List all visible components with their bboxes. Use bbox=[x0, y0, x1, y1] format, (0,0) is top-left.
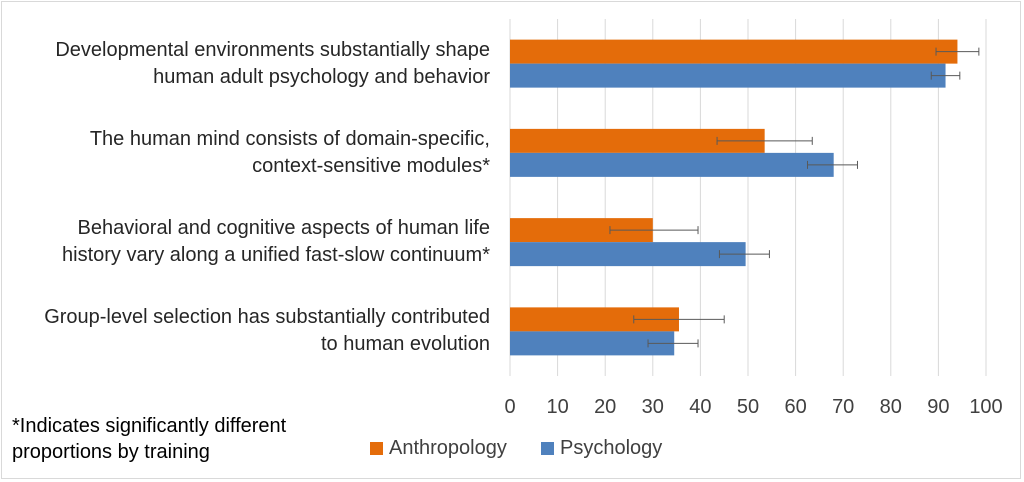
category-label-line: Group-level selection has substantially … bbox=[44, 306, 490, 329]
x-tick-label-70: 70 bbox=[832, 396, 855, 418]
category-label-4: Group-level selection has substantially … bbox=[0, 304, 490, 358]
bar-anthropology-1 bbox=[510, 39, 958, 64]
x-tick-label-0: 0 bbox=[504, 396, 516, 418]
error-bar-psychology-3 bbox=[718, 250, 770, 259]
bar-psychology-4 bbox=[510, 331, 675, 356]
x-tick-label-90: 90 bbox=[927, 396, 950, 418]
category-label-line: Developmental environments substantially… bbox=[55, 38, 490, 61]
legend-item-anthropology: Anthropology bbox=[370, 437, 507, 460]
legend-swatch-psychology bbox=[541, 442, 554, 455]
x-tick-label-30: 30 bbox=[641, 396, 664, 418]
category-label-line: Behavioral and cognitive aspects of huma… bbox=[77, 217, 490, 240]
category-label-3: Behavioral and cognitive aspects of huma… bbox=[0, 215, 490, 269]
error-bars bbox=[609, 47, 980, 348]
x-tick-label-60: 60 bbox=[784, 396, 807, 418]
x-tick-label-40: 40 bbox=[689, 396, 712, 418]
category-label-line: history vary along a unified fast-slow c… bbox=[62, 244, 490, 267]
error-bar-anthropology-2 bbox=[716, 136, 813, 145]
x-tick-label-10: 10 bbox=[546, 396, 569, 418]
error-bar-anthropology-1 bbox=[935, 47, 980, 56]
legend-label-anthropology: Anthropology bbox=[389, 437, 507, 459]
x-tick-label-80: 80 bbox=[879, 396, 902, 418]
category-label-line: The human mind consists of domain-specif… bbox=[89, 127, 490, 150]
legend-label-psychology: Psychology bbox=[560, 437, 663, 459]
category-label-2: The human mind consists of domain-specif… bbox=[0, 126, 490, 180]
category-label-line: context-sensitive modules* bbox=[252, 154, 490, 177]
footnote: *Indicates significantly different propo… bbox=[12, 415, 287, 463]
legend-swatch-anthropology bbox=[370, 442, 383, 455]
category-label-line: human adult psychology and behavior bbox=[153, 65, 490, 88]
error-bar-psychology-2 bbox=[807, 160, 858, 169]
bars bbox=[510, 39, 958, 356]
bar-psychology-3 bbox=[510, 242, 746, 267]
error-bar-psychology-4 bbox=[647, 339, 699, 348]
x-tick-label-100: 100 bbox=[969, 396, 1003, 418]
bar-psychology-2 bbox=[510, 152, 834, 177]
category-label-1: Developmental environments substantially… bbox=[0, 37, 490, 91]
error-bar-anthropology-3 bbox=[609, 226, 699, 235]
legend-item-psychology: Psychology bbox=[541, 437, 662, 460]
error-bar-anthropology-4 bbox=[633, 315, 725, 324]
x-tick-label-50: 50 bbox=[736, 396, 760, 418]
category-label-line: to human evolution bbox=[320, 333, 490, 356]
x-tick-label-20: 20 bbox=[594, 396, 617, 418]
error-bar-psychology-1 bbox=[930, 71, 961, 80]
bar-psychology-1 bbox=[510, 63, 946, 88]
